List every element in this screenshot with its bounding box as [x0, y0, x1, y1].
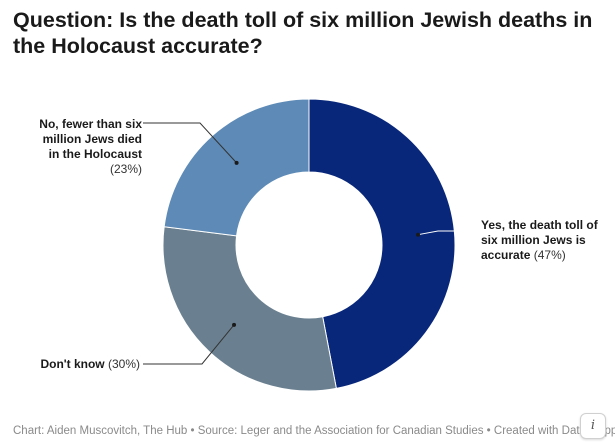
slice-dont-know	[162, 226, 337, 392]
slice-label-no-value: (23%)	[109, 162, 142, 176]
leader-yes	[417, 230, 475, 236]
leader-no-dot	[234, 160, 239, 165]
chart-footer: Chart: Aiden Muscovitch, The Hub • Sourc…	[13, 425, 615, 437]
slice-label-dont-know: Don't know (30%)	[40, 357, 140, 372]
slice-label-no: No, fewer than six million Jews died in …	[38, 117, 142, 177]
leader-no	[143, 122, 237, 164]
chart-title: Question: Is the death toll of six milli…	[13, 8, 593, 58]
slice-label-dont-know-value: (30%)	[107, 357, 140, 371]
slice-label-dont-know-text: Don't know	[40, 357, 105, 371]
slice-yes	[308, 98, 456, 389]
slice-label-yes: Yes, the death toll of six million Jews …	[481, 218, 599, 263]
leader-yes-dot	[416, 232, 421, 237]
leader-dont-know	[143, 324, 235, 365]
info-icon[interactable]: i	[580, 413, 606, 439]
slice-label-yes-value: (47%)	[533, 248, 566, 262]
slice-no	[163, 98, 310, 237]
leader-dont-know-dot	[232, 322, 237, 327]
slice-label-yes-text: Yes, the death toll of six million Jews …	[481, 218, 598, 262]
slice-label-no-text: No, fewer than six million Jews died in …	[39, 117, 142, 161]
